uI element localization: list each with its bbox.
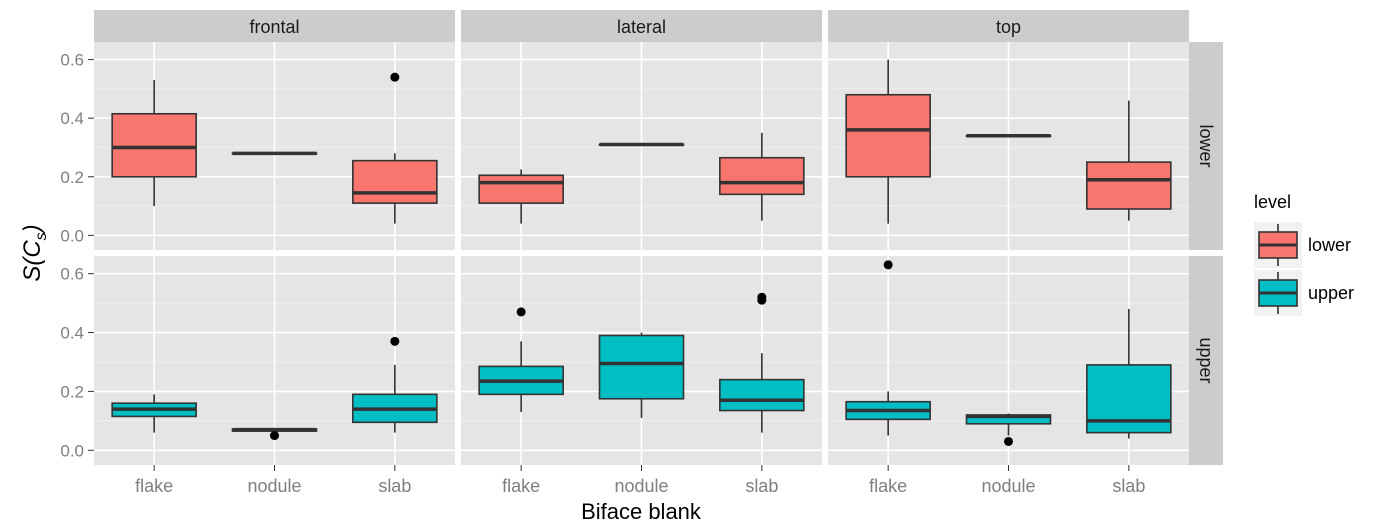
box-iqr	[598, 334, 685, 400]
facet-label-lower: lower	[1196, 124, 1216, 167]
box-iqr	[719, 156, 805, 196]
outlier-point	[390, 336, 400, 346]
box-iqr	[352, 159, 438, 204]
legend-title: level	[1254, 192, 1291, 212]
y-tick-label: 0.4	[60, 324, 84, 343]
facet-strip-top	[94, 10, 455, 42]
facet-label-top: top	[996, 17, 1021, 37]
x-axis-title: Biface blank	[581, 499, 702, 524]
outlier-point	[390, 72, 400, 82]
facet-label-frontal: frontal	[249, 17, 299, 37]
outlier-point	[883, 260, 893, 270]
x-tick-label: slab	[745, 476, 778, 496]
facet-label-upper: upper	[1196, 337, 1216, 383]
y-axis-title-subscript: s	[33, 232, 50, 240]
y-axis-title: S(Cs)	[19, 224, 50, 281]
box-iqr	[111, 112, 197, 178]
outlier-point	[516, 307, 526, 317]
y-tick-label: 0.2	[60, 382, 84, 401]
x-tick-label: nodule	[981, 476, 1035, 496]
box-iqr	[845, 93, 931, 178]
y-tick-label: 0.0	[60, 226, 84, 245]
x-tick-label: flake	[869, 476, 907, 496]
outlier-point	[1004, 436, 1013, 446]
outlier-point	[757, 292, 767, 302]
x-tick-label: flake	[135, 476, 173, 496]
y-tick-label: 0.4	[60, 109, 84, 128]
x-tick-label: nodule	[247, 476, 301, 496]
x-tick-label: flake	[502, 476, 540, 496]
y-tick-label: 0.0	[60, 441, 84, 460]
x-tick-label: slab	[378, 476, 411, 496]
x-tick-label: nodule	[614, 476, 668, 496]
box-iqr	[719, 378, 805, 412]
facet-strip-top	[461, 10, 822, 42]
x-tick-label: slab	[1112, 476, 1145, 496]
y-tick-label: 0.6	[60, 265, 84, 284]
y-tick-label: 0.2	[60, 168, 84, 187]
legend-label-lower: lower	[1308, 235, 1351, 255]
y-axis-title-close: )	[19, 224, 46, 235]
y-axis-title-main: S(C	[19, 240, 46, 282]
box-iqr	[478, 174, 564, 204]
facet-label-lateral: lateral	[617, 17, 666, 37]
y-tick-label: 0.6	[60, 51, 84, 70]
facet-strip-right	[1189, 42, 1223, 250]
outlier-point	[270, 431, 279, 441]
facet-strip-right	[1189, 256, 1223, 465]
legend-label-upper: upper	[1308, 283, 1354, 303]
box-iqr	[1086, 161, 1172, 210]
facet-strip-top	[828, 10, 1189, 42]
